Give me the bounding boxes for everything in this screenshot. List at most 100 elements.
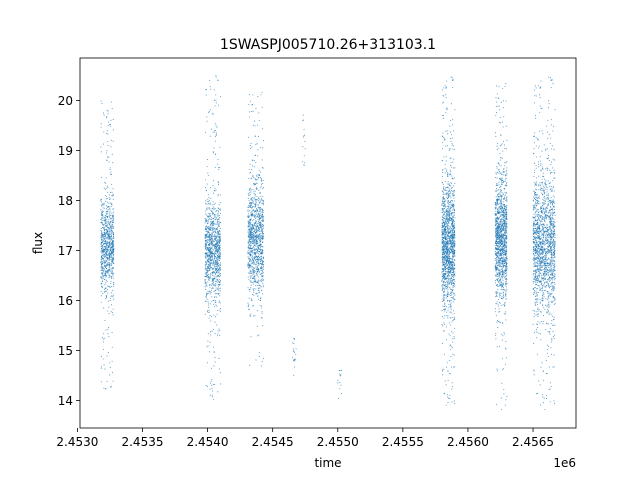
data-point <box>104 222 106 224</box>
data-point <box>292 348 294 350</box>
data-point <box>444 220 447 222</box>
data-point <box>257 276 259 278</box>
data-point <box>111 295 113 297</box>
data-point <box>257 216 259 218</box>
data-point <box>444 227 446 229</box>
data-point <box>256 210 258 213</box>
data-point <box>251 224 253 226</box>
data-point <box>204 247 207 249</box>
data-point <box>215 235 217 237</box>
data-point <box>497 147 499 149</box>
data-point <box>100 270 102 272</box>
data-point <box>206 295 208 297</box>
data-point <box>255 205 257 207</box>
data-point <box>450 204 452 206</box>
data-point <box>254 154 256 156</box>
data-point <box>211 274 214 276</box>
data-point <box>450 268 452 270</box>
data-point <box>441 310 443 312</box>
data-point <box>262 211 264 213</box>
data-point <box>449 125 451 127</box>
data-point <box>107 286 109 288</box>
data-point <box>448 185 451 187</box>
data-point <box>256 195 258 197</box>
data-point <box>248 257 250 259</box>
data-point <box>443 257 445 259</box>
data-point <box>444 237 447 239</box>
data-point <box>215 287 217 289</box>
data-point <box>254 125 256 127</box>
data-point <box>292 359 295 361</box>
data-point <box>441 271 443 273</box>
data-point <box>251 228 253 230</box>
data-point <box>446 256 448 258</box>
data-point <box>442 238 444 240</box>
data-point <box>208 278 210 280</box>
data-point <box>260 212 262 214</box>
data-point <box>100 126 102 128</box>
data-point <box>209 264 211 266</box>
data-point <box>100 237 102 239</box>
data-point <box>259 252 262 254</box>
data-point <box>253 281 255 283</box>
data-point <box>100 123 102 125</box>
data-point <box>217 212 219 214</box>
data-point <box>204 300 206 303</box>
data-point <box>110 171 112 173</box>
data-point <box>109 234 111 236</box>
data-point <box>214 264 216 266</box>
data-point <box>337 382 339 384</box>
data-point <box>449 335 451 337</box>
data-point <box>248 205 250 207</box>
data-point <box>448 263 450 265</box>
data-point <box>214 239 216 241</box>
data-points <box>100 75 556 411</box>
data-point <box>109 191 112 194</box>
data-point <box>109 269 111 271</box>
data-point <box>213 262 215 264</box>
data-point <box>256 235 259 237</box>
data-point <box>100 151 102 153</box>
data-point <box>219 166 221 169</box>
data-point <box>102 239 104 242</box>
data-point <box>442 142 444 144</box>
data-point <box>444 188 446 190</box>
data-point <box>454 167 456 169</box>
data-point <box>252 175 254 177</box>
data-point <box>249 364 251 366</box>
data-point <box>441 190 443 192</box>
data-point <box>208 233 210 235</box>
data-point <box>214 257 216 259</box>
data-point <box>262 233 264 235</box>
data-point <box>102 243 104 245</box>
data-point <box>258 210 260 212</box>
data-point <box>216 243 218 245</box>
data-point <box>100 228 102 230</box>
data-point <box>107 262 109 264</box>
data-point <box>215 238 217 240</box>
data-point <box>449 258 451 260</box>
data-point <box>255 212 257 214</box>
data-point <box>442 229 444 231</box>
data-point <box>249 250 251 252</box>
data-point <box>109 248 111 250</box>
data-point <box>448 149 450 151</box>
data-point <box>445 87 447 89</box>
data-point <box>445 215 447 218</box>
data-point <box>247 229 249 231</box>
data-point <box>446 220 449 222</box>
data-point <box>112 240 114 242</box>
data-point <box>452 79 454 81</box>
data-point <box>211 246 213 248</box>
data-point <box>248 304 250 306</box>
data-point <box>106 185 108 187</box>
data-point <box>445 222 447 224</box>
data-point <box>109 236 111 238</box>
data-point <box>259 192 261 194</box>
data-point <box>340 384 342 386</box>
data-point <box>105 200 107 202</box>
data-point <box>212 383 214 386</box>
data-point <box>208 309 210 311</box>
data-point <box>205 256 207 258</box>
data-point <box>253 120 256 122</box>
